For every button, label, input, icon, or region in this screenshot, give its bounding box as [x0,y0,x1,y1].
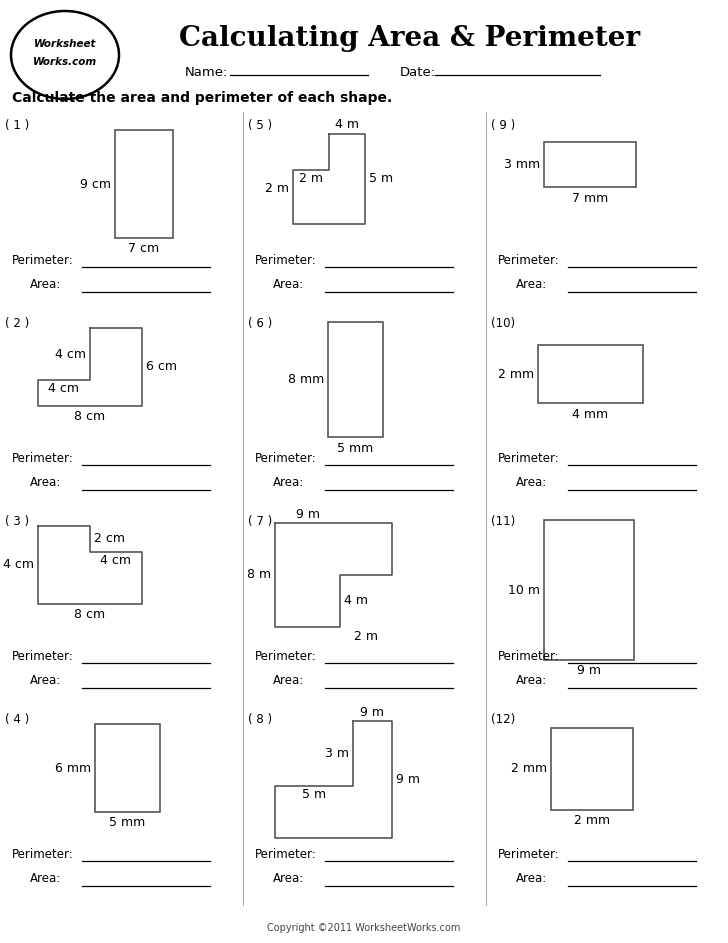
Text: 7 cm: 7 cm [128,242,159,256]
Text: Calculating Area & Perimeter: Calculating Area & Perimeter [179,25,641,52]
Text: 4 cm: 4 cm [3,558,34,571]
Text: (12): (12) [491,714,515,726]
Text: Area:: Area: [516,476,547,489]
Text: 4 m: 4 m [335,119,359,131]
Text: 8 mm: 8 mm [288,373,324,386]
Text: 4 mm: 4 mm [572,407,609,421]
Text: 3 m: 3 m [325,747,349,760]
Text: Area:: Area: [516,278,547,291]
Text: Works.com: Works.com [33,57,97,67]
Text: Calculate the area and perimeter of each shape.: Calculate the area and perimeter of each… [12,91,392,105]
Text: 10 m: 10 m [508,584,540,597]
Bar [538,345,643,403]
Text: ( 4 ): ( 4 ) [5,714,29,726]
Text: 9 cm: 9 cm [80,177,111,190]
Text: Perimeter:: Perimeter: [12,650,74,663]
Text: 5 mm: 5 mm [337,441,373,455]
Text: ( 6 ): ( 6 ) [248,318,272,330]
Text: 7 mm: 7 mm [572,191,608,205]
Text: Area:: Area: [516,872,547,885]
Text: Perimeter:: Perimeter: [498,650,560,663]
Text: Area:: Area: [30,278,61,291]
Text: 4 cm: 4 cm [55,348,86,360]
Text: Perimeter:: Perimeter: [255,254,317,267]
Text: 2 m: 2 m [265,181,289,194]
Text: Area:: Area: [516,674,547,687]
Text: Perimeter:: Perimeter: [498,848,560,861]
Text: 9 m: 9 m [296,507,320,521]
Text: Perimeter:: Perimeter: [12,254,74,267]
Bar [95,724,160,812]
Text: 9 m: 9 m [396,773,420,786]
Text: 5 mm: 5 mm [109,817,146,830]
Text: 6 mm: 6 mm [55,762,91,774]
Bar [544,142,636,187]
Text: ( 7 ): ( 7 ) [248,516,272,528]
Text: 4 m: 4 m [344,594,368,607]
Text: Area:: Area: [30,476,61,489]
Text: 4 cm: 4 cm [100,554,132,568]
Text: Area:: Area: [273,278,304,291]
Text: ( 8 ): ( 8 ) [248,714,272,726]
Text: Worksheet: Worksheet [33,39,96,49]
Text: 3 mm: 3 mm [504,158,540,171]
Text: 2 m: 2 m [354,630,378,642]
Text: 4 cm: 4 cm [49,383,79,395]
Text: 5 m: 5 m [302,788,326,802]
Text: 2 cm: 2 cm [94,533,125,545]
Bar [544,520,634,660]
Text: 8 m: 8 m [247,569,271,582]
Text: Date:: Date: [400,65,436,78]
Text: (10): (10) [491,318,515,330]
Bar [328,322,383,437]
Text: Name:: Name: [185,65,229,78]
Text: 9 m: 9 m [360,705,384,719]
Text: 2 mm: 2 mm [498,368,534,380]
Text: (11): (11) [491,516,515,528]
Text: 9 m: 9 m [577,665,601,677]
Text: Perimeter:: Perimeter: [255,452,317,465]
Text: 8 cm: 8 cm [74,410,106,423]
Text: Area:: Area: [30,674,61,687]
Text: Perimeter:: Perimeter: [498,254,560,267]
Text: 5 m: 5 m [369,173,393,186]
Text: ( 5 ): ( 5 ) [248,120,272,133]
Text: ( 2 ): ( 2 ) [5,318,29,330]
Text: 2 m: 2 m [299,173,323,186]
Text: Perimeter:: Perimeter: [498,452,560,465]
Text: Perimeter:: Perimeter: [12,452,74,465]
Text: Area:: Area: [273,476,304,489]
Text: Perimeter:: Perimeter: [12,848,74,861]
Text: Area:: Area: [30,872,61,885]
Text: Area:: Area: [273,872,304,885]
Bar [115,130,173,238]
Text: 2 mm: 2 mm [511,763,547,775]
Text: 6 cm: 6 cm [146,360,177,373]
Text: Perimeter:: Perimeter: [255,650,317,663]
Text: Area:: Area: [273,674,304,687]
Text: ( 1 ): ( 1 ) [5,120,29,133]
Bar [551,728,633,810]
Text: Copyright ©2011 WorksheetWorks.com: Copyright ©2011 WorksheetWorks.com [267,923,461,933]
Text: 8 cm: 8 cm [74,608,106,621]
Text: 2 mm: 2 mm [574,815,610,828]
Text: ( 9 ): ( 9 ) [491,120,515,133]
Text: Perimeter:: Perimeter: [255,848,317,861]
Text: ( 3 ): ( 3 ) [5,516,29,528]
